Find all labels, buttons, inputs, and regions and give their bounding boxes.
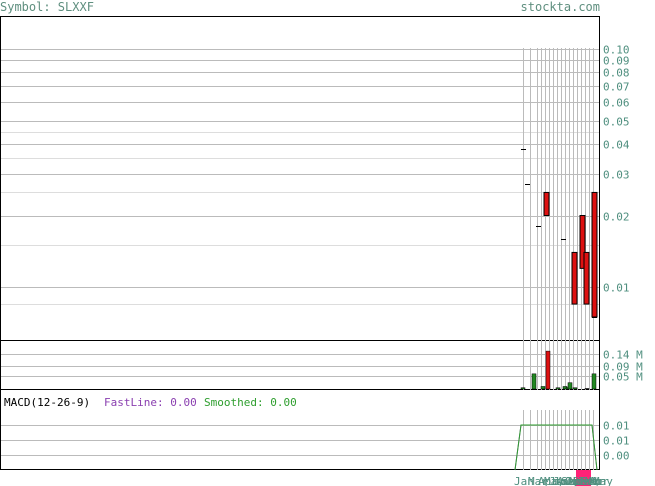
macd-fastline-label: FastLine: 0.00 xyxy=(104,396,197,409)
x-tick-label: Nov xyxy=(569,475,589,486)
volume-tick-label: 0.09 M xyxy=(603,361,643,374)
volume-bar xyxy=(555,387,561,390)
price-tick-label: 0.04 xyxy=(603,139,630,152)
current-period-marker xyxy=(576,470,591,486)
volume-bar xyxy=(591,373,597,390)
candlesticks xyxy=(521,149,598,318)
price-tick-label: 0.01 xyxy=(603,282,630,295)
price-tick-label: 0.10 xyxy=(603,44,630,57)
x-tick-label: Jun xyxy=(549,475,569,486)
volume-grid xyxy=(1,354,599,377)
volume-tick-label: 0.14 M xyxy=(603,349,643,362)
volume-bar xyxy=(572,387,578,390)
candle-body xyxy=(543,191,550,217)
price-month-grid xyxy=(523,48,594,470)
x-tick-label: Apr xyxy=(538,475,558,486)
macd-axis: 0.01 0.01 0.00 xyxy=(603,420,630,463)
x-tick-label: Aug xyxy=(557,475,577,486)
site-name[interactable]: stockta.com xyxy=(520,0,600,14)
x-tick-label: Dec xyxy=(573,475,593,486)
x-tick-label: Jan xyxy=(577,475,597,486)
x-tick-label: Jul xyxy=(553,475,573,486)
symbol-label: Symbol: SLXXF xyxy=(0,0,94,14)
volume-bars xyxy=(520,350,597,390)
macd-lines xyxy=(514,424,598,486)
macd-tick-label: 0.01 xyxy=(603,435,630,448)
volume-bar xyxy=(545,350,551,390)
x-tick-label: Mar xyxy=(585,475,605,486)
macd-series-line xyxy=(514,424,598,471)
volume-bar xyxy=(540,386,546,390)
x-tick-label: Apr xyxy=(589,475,609,486)
candle-body xyxy=(583,251,590,305)
price-tick-label: 0.05 xyxy=(603,116,630,129)
x-axis-labels: JanMarAprMayJunJulAugSepOctNovDecJanFebM… xyxy=(514,475,613,486)
price-tick-label: 0.09 xyxy=(603,55,630,68)
macd-series-line xyxy=(514,424,598,471)
x-tick-label: Oct xyxy=(565,475,585,486)
price-axis: 0.100.090.080.07 0.06 0.05 0.04 0.03 0.02 0.01 xyxy=(603,44,630,295)
volume-axis: 0.14 M0.09 M0.05 M xyxy=(603,349,643,384)
price-grid xyxy=(1,49,599,305)
x-tick-label: Jan xyxy=(514,475,534,486)
volume-bar xyxy=(531,373,537,390)
macd-panel-frame xyxy=(0,389,600,470)
x-tick-label: Feb xyxy=(581,475,601,486)
volume-tick-label: 0.05 M xyxy=(603,371,643,384)
candle-body xyxy=(579,215,586,269)
price-tick-label: 0.08 xyxy=(603,67,630,80)
price-tick-label: 0.02 xyxy=(603,211,630,224)
volume-bar xyxy=(584,388,590,390)
macd-tick-label: 0.00 xyxy=(603,450,630,463)
price-tick-label: 0.03 xyxy=(603,169,630,182)
candle-body xyxy=(571,251,578,305)
price-tick-label: 0.07 xyxy=(603,81,630,94)
x-tick-label: May xyxy=(544,475,564,486)
volume-bar xyxy=(520,387,526,390)
price-panel-frame xyxy=(0,16,600,341)
macd-grid xyxy=(1,425,599,456)
x-tick-label: May xyxy=(593,475,613,486)
macd-smoothed-label: Smoothed: 0.00 xyxy=(204,396,297,409)
x-tick-label: Mar xyxy=(528,475,548,486)
price-tick-label: 0.06 xyxy=(603,97,630,110)
macd-label: MACD(12-26-9) xyxy=(4,396,90,409)
volume-bar xyxy=(567,382,573,390)
macd-tick-label: 0.01 xyxy=(603,420,630,433)
candle-body xyxy=(591,191,598,318)
x-tick-label: Sep xyxy=(561,475,581,486)
volume-panel-frame xyxy=(0,340,600,390)
